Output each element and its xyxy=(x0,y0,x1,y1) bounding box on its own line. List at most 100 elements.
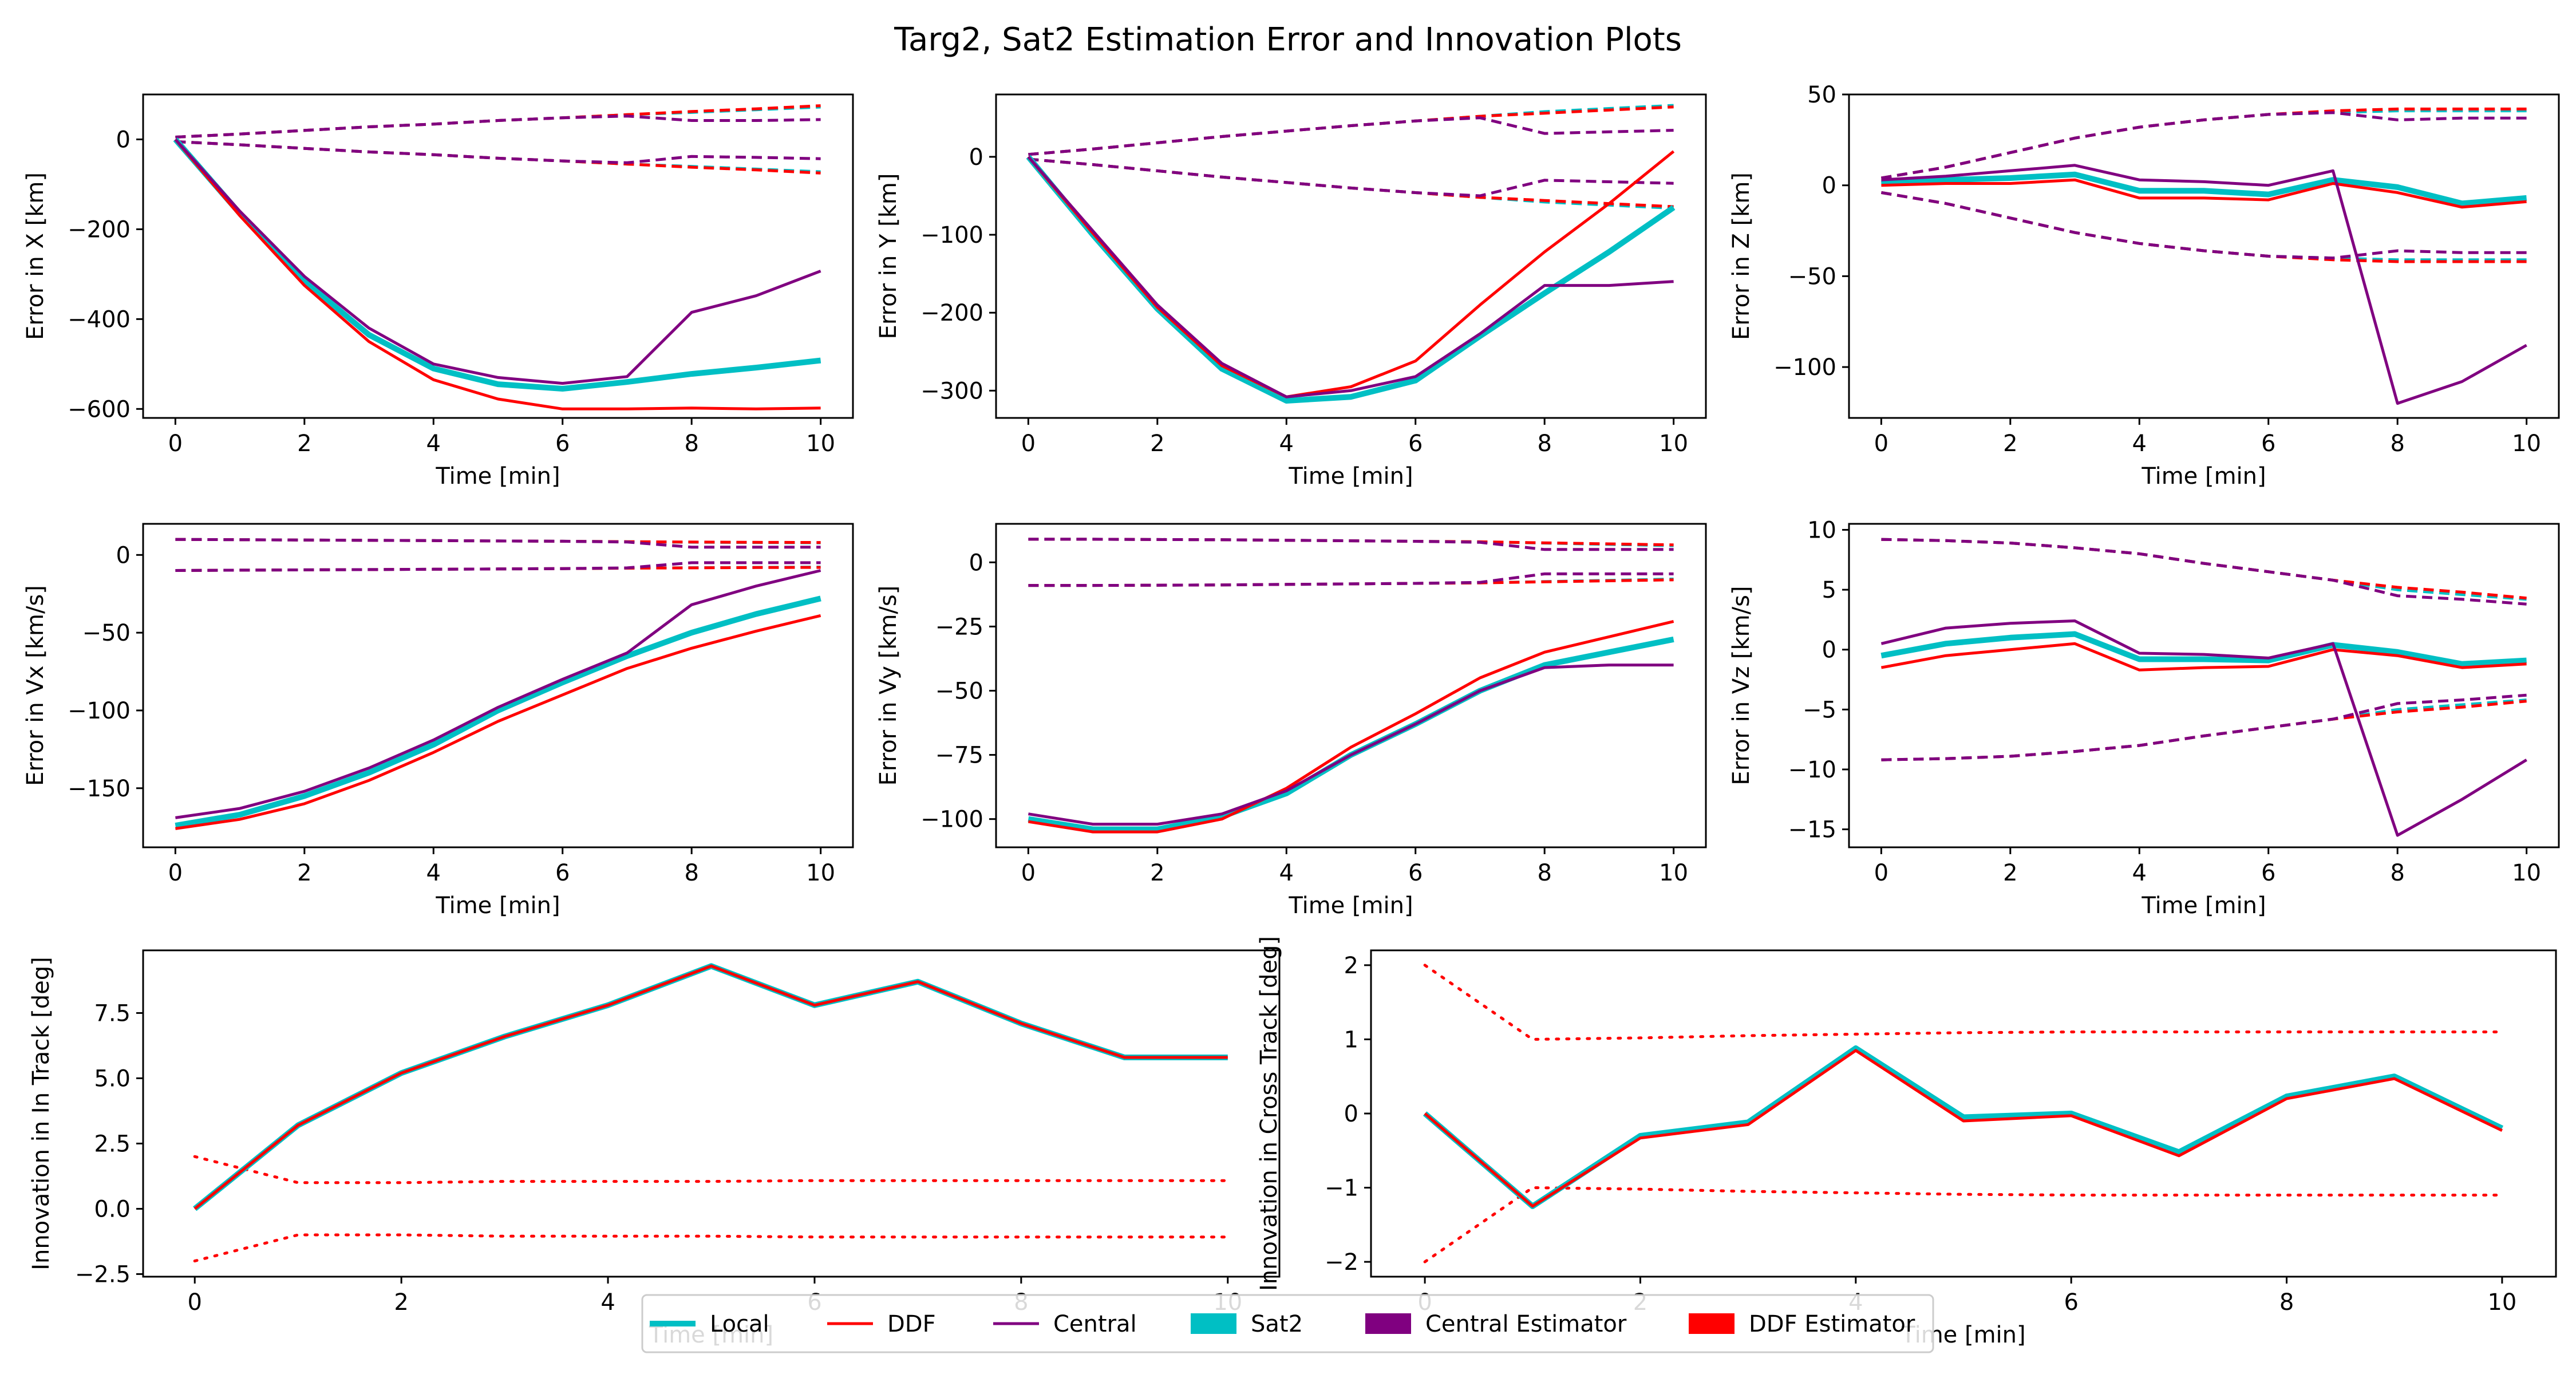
series-local xyxy=(1881,171,2527,207)
bound-ddf-estimator-lower xyxy=(193,1233,1230,1263)
plot-area xyxy=(1026,104,1676,404)
bound-central-estimator-upper xyxy=(1028,538,1674,551)
x-tick-label: 8 xyxy=(684,431,698,457)
y-tick-label: −75 xyxy=(935,743,983,769)
y-tick-label: −2.5 xyxy=(75,1261,131,1288)
y-tick-label: 7.5 xyxy=(94,1000,131,1026)
legend-patch-swatch xyxy=(1689,1313,1735,1334)
series-local xyxy=(175,595,821,828)
plot-area xyxy=(175,538,821,830)
y-axis-label: Error in Y [km] xyxy=(875,173,902,339)
legend-label: DDF xyxy=(887,1311,936,1337)
legend-box xyxy=(641,1294,1934,1353)
y-tick-label: 1 xyxy=(1344,1026,1358,1053)
bound-central-estimator-upper xyxy=(1028,116,1674,156)
y-tick-label: 2.5 xyxy=(94,1131,131,1157)
axes-frame xyxy=(142,93,854,419)
x-tick-label: 8 xyxy=(1537,860,1551,886)
plot-area xyxy=(1880,107,2527,405)
y-axis-label: Error in Z [km] xyxy=(1728,172,1755,340)
x-tick-label: 6 xyxy=(1408,431,1423,457)
y-tick-label: −15 xyxy=(1788,817,1836,843)
bound-ddf-estimator-upper xyxy=(193,1155,1230,1185)
x-tick-label: 0 xyxy=(1874,860,1888,886)
series-ddf xyxy=(1880,642,2527,672)
y-tick-label: −50 xyxy=(1788,263,1836,290)
series-central xyxy=(1880,619,2527,837)
bound-central-estimator-upper xyxy=(175,538,821,549)
y-tick-label: 0 xyxy=(1822,173,1836,199)
x-tick-label: 0 xyxy=(168,431,183,457)
y-axis-label: Error in Vz [km/s] xyxy=(1728,586,1755,785)
x-axis-label: Time [min] xyxy=(1288,893,1413,919)
series-central xyxy=(175,569,821,819)
plot-area xyxy=(1028,538,1674,834)
x-tick-label: 2 xyxy=(1150,431,1164,457)
y-tick-label: −50 xyxy=(935,678,983,704)
axes-frame xyxy=(1848,523,2560,848)
y-tick-label: 5.0 xyxy=(94,1065,131,1092)
legend-label: Central xyxy=(1053,1311,1137,1337)
bound-central-estimator-upper xyxy=(1881,538,2527,606)
x-tick-label: 6 xyxy=(555,431,570,457)
axes-frame xyxy=(142,949,1281,1278)
series-ddf xyxy=(193,964,1228,1210)
y-tick-label: −150 xyxy=(68,776,131,802)
series-central xyxy=(1027,156,1674,398)
x-tick-label: 0 xyxy=(188,1289,202,1316)
x-tick-label: 0 xyxy=(168,860,183,886)
x-tick-label: 6 xyxy=(2064,1289,2078,1316)
y-tick-label: 0 xyxy=(969,550,983,576)
y-tick-label: −100 xyxy=(920,807,983,833)
y-tick-label: −25 xyxy=(935,614,983,640)
series-ddf xyxy=(1881,178,2527,209)
x-tick-label: 10 xyxy=(1659,431,1688,457)
plot-area xyxy=(193,963,1230,1263)
plot-area xyxy=(173,104,821,410)
x-tick-label: 4 xyxy=(1279,860,1294,886)
legend-item-central-estimator: Central Estimator xyxy=(1365,1311,1627,1337)
x-tick-label: 8 xyxy=(2390,431,2404,457)
x-tick-label: 4 xyxy=(426,860,441,886)
bound-central-estimator-upper xyxy=(1880,111,2527,180)
x-tick-label: 2 xyxy=(394,1289,408,1316)
x-tick-label: 10 xyxy=(806,431,835,457)
bound-central-estimator-upper xyxy=(175,114,821,139)
y-tick-label: 0 xyxy=(116,127,131,153)
series-local xyxy=(173,137,821,392)
bound-central-estimator-lower xyxy=(175,561,821,572)
y-tick-label: 0 xyxy=(1822,637,1836,664)
y-tick-label: −100 xyxy=(920,222,983,248)
y-axis-label: Error in Vx [km/s] xyxy=(22,585,49,786)
x-tick-label: 6 xyxy=(2261,431,2275,457)
y-axis-label: Innovation in Cross Track [deg] xyxy=(1256,936,1282,1291)
x-axis-label: Time [min] xyxy=(1288,463,1413,489)
bound-central-estimator-lower xyxy=(1028,157,1674,198)
x-tick-label: 4 xyxy=(600,1289,615,1316)
y-tick-label: −400 xyxy=(68,306,131,333)
y-tick-label: 2 xyxy=(1344,953,1358,979)
x-tick-label: 4 xyxy=(426,431,441,457)
x-axis-label: Time [min] xyxy=(2141,463,2266,489)
bound-central-estimator-lower xyxy=(175,140,821,164)
y-axis-label: Error in Vy [km/s] xyxy=(875,586,902,786)
x-tick-label: 2 xyxy=(2003,431,2017,457)
subplot-2: 0 2 4 6 8 10 0 −100 −200 −300 Time [min] Error in Y… xyxy=(875,93,1707,489)
y-tick-label: −2 xyxy=(1325,1249,1358,1276)
subplot-3: 0 2 4 6 8 10 50 0 −50 −100 Time [min] Error in Z [k… xyxy=(1728,82,2560,489)
x-axis-label: Time [min] xyxy=(435,893,560,919)
y-tick-label: −5 xyxy=(1803,697,1836,723)
x-tick-label: 6 xyxy=(1408,860,1423,886)
x-tick-label: 10 xyxy=(2512,860,2541,886)
subplot-6: 0 2 4 6 8 10 10 5 0 −5 −10 −15 Time [min] Error in Vz… xyxy=(1728,517,2560,919)
y-tick-label: 10 xyxy=(1807,517,1836,543)
x-tick-label: 2 xyxy=(297,860,311,886)
y-tick-label: −100 xyxy=(68,698,131,724)
bound-central-estimator-lower xyxy=(1880,191,2527,260)
y-axis-label: Innovation in In Track [deg] xyxy=(28,957,54,1270)
legend-label: Sat2 xyxy=(1251,1311,1303,1337)
series-ddf xyxy=(1027,150,1675,398)
axes-frame xyxy=(995,93,1707,419)
